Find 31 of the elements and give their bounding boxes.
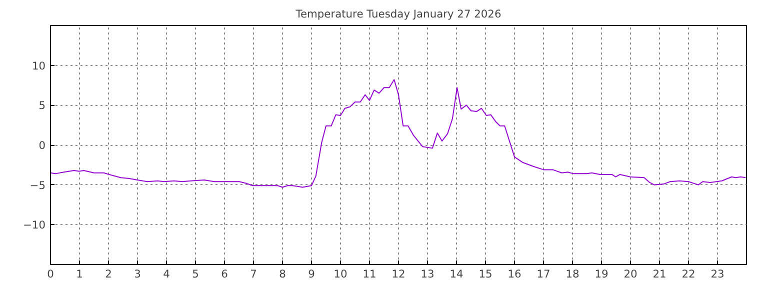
x-tick-label: 12 bbox=[392, 268, 406, 280]
y-tick-label: 5 bbox=[38, 99, 46, 112]
line-series bbox=[50, 79, 746, 188]
x-tick-label: 10 bbox=[334, 268, 348, 280]
x-tick-label: 2 bbox=[105, 268, 112, 280]
y-tick-label: −5 bbox=[30, 178, 46, 192]
y-tick-label: −10 bbox=[23, 218, 46, 232]
x-tick-label: 8 bbox=[279, 268, 286, 280]
x-tick-label: 5 bbox=[192, 268, 199, 280]
x-tick-label: 7 bbox=[250, 268, 257, 280]
x-tick-label: 20 bbox=[624, 268, 638, 280]
y-tick-label: 0 bbox=[38, 139, 46, 152]
x-tick-label: 9 bbox=[308, 268, 316, 280]
x-tick-label: 3 bbox=[134, 268, 141, 280]
x-tick-label: 18 bbox=[566, 268, 580, 280]
y-tick-label: 10 bbox=[32, 59, 46, 72]
x-tick-label: 6 bbox=[221, 268, 228, 280]
x-tick-label: 21 bbox=[652, 268, 666, 280]
x-tick-label: 0 bbox=[47, 268, 54, 280]
x-tick-label: 15 bbox=[478, 268, 492, 280]
x-tick-label: 19 bbox=[594, 268, 608, 280]
x-tick-label: 1 bbox=[76, 268, 83, 280]
x-tick-label: 4 bbox=[163, 268, 170, 280]
x-tick-label: 13 bbox=[420, 268, 434, 280]
x-tick-label: 22 bbox=[682, 268, 696, 280]
x-tick-label: 16 bbox=[508, 268, 522, 280]
chart-title: Temperature Tuesday January 27 2026 bbox=[294, 8, 502, 20]
x-tick-label: 14 bbox=[450, 268, 464, 280]
x-tick-label: 23 bbox=[710, 268, 724, 280]
x-tick-label: 17 bbox=[536, 268, 550, 280]
x-tick-label: 11 bbox=[362, 268, 376, 280]
